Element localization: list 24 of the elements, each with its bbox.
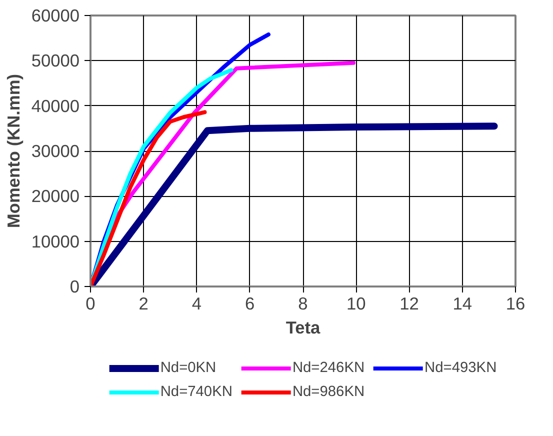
x-tick-label: 4 (192, 294, 202, 314)
legend-label: Nd=493KN (424, 360, 497, 376)
x-tick-label: 12 (400, 294, 419, 314)
y-tick-label: 0 (70, 276, 80, 296)
x-tick-label: 10 (346, 294, 366, 314)
y-tick-label: 10000 (31, 231, 80, 252)
x-tick-label: 16 (506, 294, 526, 314)
legend-label: Nd=740KN (160, 384, 232, 400)
y-tick-label: 40000 (31, 96, 80, 116)
y-tick-label: 60000 (31, 6, 80, 26)
y-tick-label: 30000 (31, 141, 80, 161)
y-tick-label: 20000 (31, 186, 80, 206)
x-tick-label: 8 (298, 294, 308, 314)
legend-label: Nd=0KN (160, 360, 216, 376)
x-tick-label: 2 (138, 294, 148, 314)
legend-label: Nd=246KN (292, 360, 365, 376)
y-axis-title: Momento (KN.mm) (3, 74, 24, 228)
legend-label: Nd=986KN (292, 384, 365, 400)
x-tick-label: 14 (452, 294, 472, 314)
x-tick-label: 6 (245, 294, 255, 314)
line-series (90, 110, 207, 286)
y-tick-label: 50000 (31, 50, 80, 71)
x-tick-label: 0 (86, 294, 96, 314)
x-axis-title: Teta (286, 318, 321, 338)
